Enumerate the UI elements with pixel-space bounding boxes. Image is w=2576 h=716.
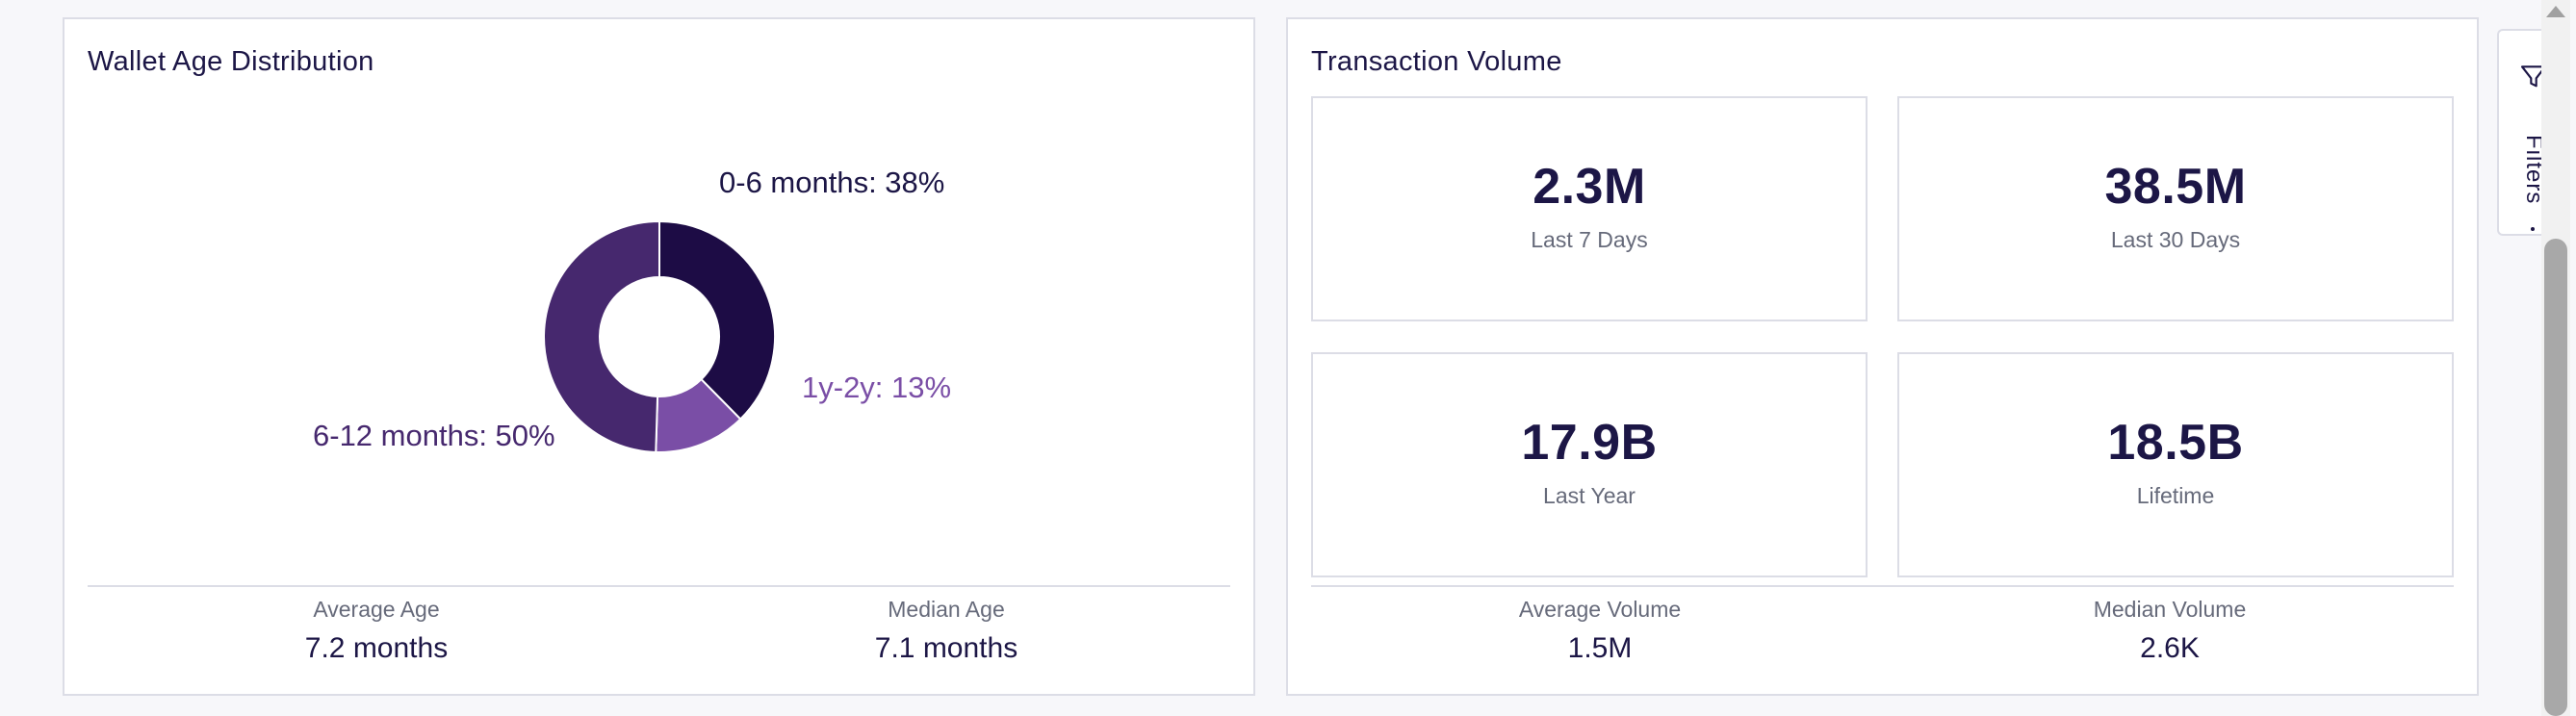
average-age-value: 7.2 months <box>304 632 449 664</box>
donut-slice-0-6-months[interactable] <box>658 219 776 421</box>
kpi-value: 38.5M <box>2104 159 2247 215</box>
kpi-label: Lifetime <box>2136 483 2215 508</box>
wallet-age-panel: Wallet Age Distribution 0-6 months: 38% … <box>63 17 1255 696</box>
kpi-label: Last Year <box>1543 483 1636 508</box>
median-volume-value: 2.6K <box>2140 632 2200 664</box>
average-age-stat: Average Age 7.2 months <box>184 597 569 665</box>
slice-label-6-12-months: 6-12 months: 50% <box>313 419 555 452</box>
wallet-age-divider <box>88 585 1230 587</box>
kpi-label: Last 7 Days <box>1531 227 1648 252</box>
transaction-volume-panel: Transaction Volume 2.3M Last 7 Days 38.5… <box>1286 17 2479 696</box>
kpi-value: 17.9B <box>1521 415 1658 471</box>
average-age-label: Average Age <box>313 597 440 622</box>
scrollbar-thumb[interactable] <box>2544 239 2567 716</box>
transaction-volume-divider <box>1311 585 2454 587</box>
transaction-volume-title: Transaction Volume <box>1311 46 1562 77</box>
filters-indicator-dot <box>2531 227 2535 231</box>
kpi-card-last-7-days: 2.3M Last 7 Days <box>1311 96 1868 321</box>
average-volume-stat: Average Volume 1.5M <box>1407 597 1792 665</box>
donut-slice-6-12-months[interactable] <box>543 219 660 453</box>
median-volume-stat: Median Volume 2.6K <box>1977 597 2362 665</box>
scroll-up-arrow-icon[interactable] <box>2546 6 2565 17</box>
slice-label-1y-2y: 1y-2y: 13% <box>802 371 952 404</box>
kpi-card-lifetime: 18.5B Lifetime <box>1897 352 2454 577</box>
kpi-label: Last 30 Days <box>2110 227 2241 252</box>
kpi-value: 18.5B <box>2107 415 2244 471</box>
average-volume-label: Average Volume <box>1518 597 1682 622</box>
kpi-card-last-30-days: 38.5M Last 30 Days <box>1897 96 2454 321</box>
wallet-age-donut-chart: 0-6 months: 38% 6-12 months: 50% 1y-2y: … <box>64 19 1257 597</box>
donut-svg <box>543 219 776 453</box>
kpi-value: 2.3M <box>1533 159 1646 215</box>
median-age-value: 7.1 months <box>874 632 1018 664</box>
slice-label-0-6-months: 0-6 months: 38% <box>719 166 945 199</box>
average-volume-value: 1.5M <box>1567 632 1633 664</box>
wallet-age-title: Wallet Age Distribution <box>88 46 374 77</box>
kpi-card-last-year: 17.9B Last Year <box>1311 352 1868 577</box>
median-volume-label: Median Volume <box>2093 597 2247 622</box>
median-age-label: Median Age <box>888 597 1005 622</box>
median-age-stat: Median Age 7.1 months <box>754 597 1139 665</box>
